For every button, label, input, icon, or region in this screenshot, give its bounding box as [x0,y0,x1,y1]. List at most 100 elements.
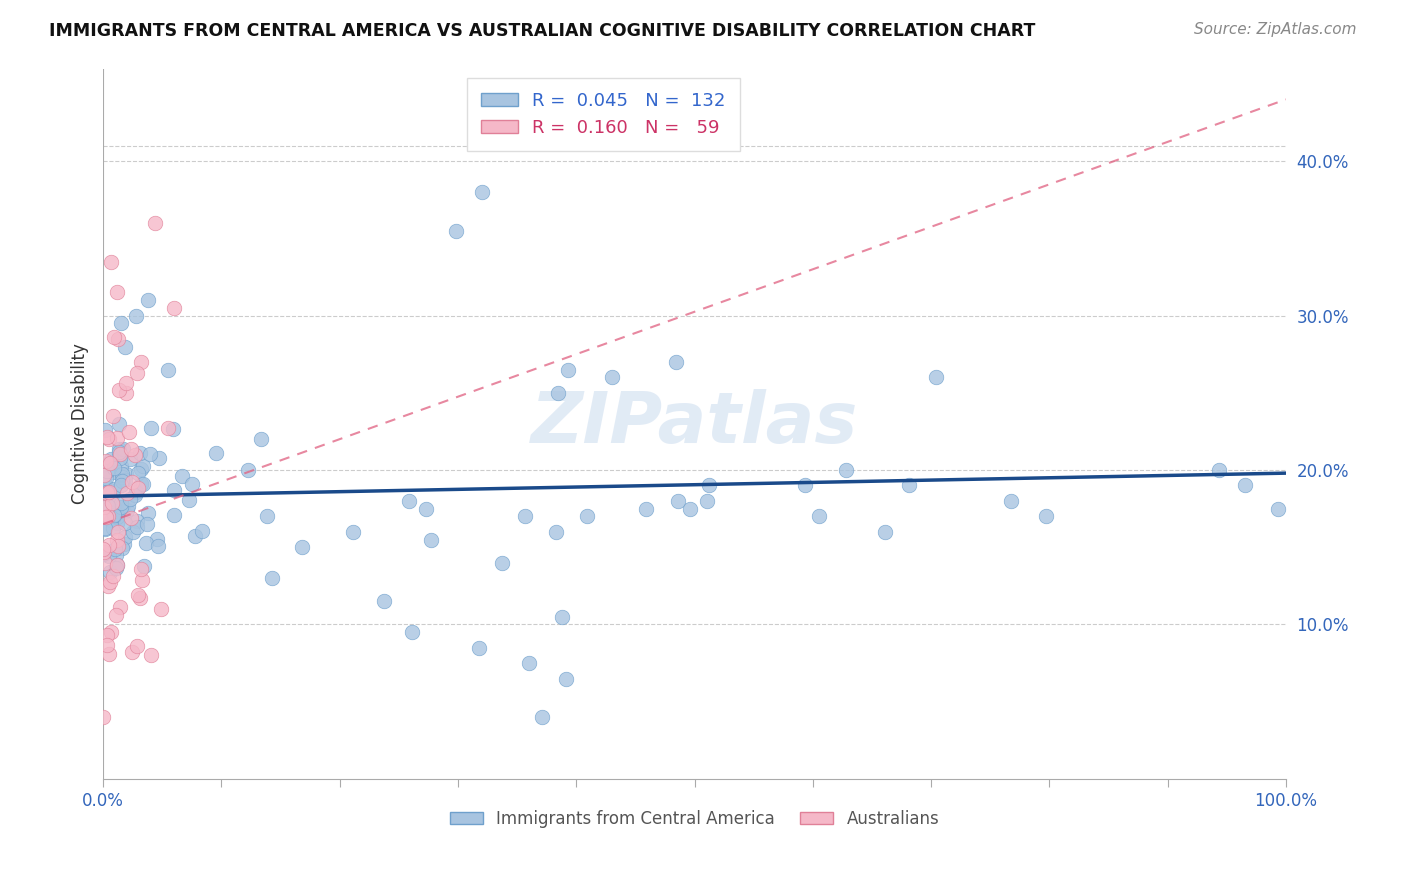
Point [107,332,129,346]
Point [115,467,138,481]
Point [205,446,228,460]
Text: Source: ZipAtlas.com: Source: ZipAtlas.com [1194,22,1357,37]
Point [125,485,148,500]
Point [807,509,830,524]
Point [94,453,117,467]
Point [678,501,700,516]
Point [115,376,138,391]
Point [135,536,157,550]
Point [134,559,156,574]
Point [97,509,120,524]
Point [98,549,121,564]
Point [118,492,141,507]
Point [125,366,148,380]
Point [100,513,122,527]
Point [98,456,121,470]
Point [101,569,124,583]
Point [150,602,173,616]
Point [105,509,128,524]
Point [100,254,122,268]
Point [342,524,364,539]
Point [105,608,128,623]
Point [105,516,128,531]
Point [103,508,125,523]
Point [120,511,142,525]
Point [105,504,128,518]
Point [557,362,579,376]
Point [544,524,567,539]
Point [120,442,142,457]
Point [97,499,120,513]
Point [108,451,131,466]
Point [471,185,494,199]
Point [468,640,491,655]
Point [291,541,314,555]
Point [101,496,124,510]
Point [117,500,139,514]
Point [124,488,146,502]
Point [108,447,131,461]
Point [139,648,162,663]
Point [100,625,122,640]
Point [127,481,149,495]
Point [108,500,131,514]
Point [97,538,120,552]
Point [105,285,128,300]
Y-axis label: Cognitive Disability: Cognitive Disability [72,343,89,504]
Point [146,540,169,554]
Point [110,478,132,492]
Point [162,422,184,436]
Point [104,541,127,556]
Point [108,447,131,461]
Point [157,421,180,435]
Point [256,509,278,524]
Point [103,508,125,522]
Point [93,475,115,490]
Point [177,492,200,507]
Point [125,640,148,654]
Point [114,531,136,545]
Point [94,556,117,570]
Point [136,293,159,308]
Point [697,478,720,492]
Point [191,524,214,538]
Point [111,469,134,483]
Point [96,486,118,500]
Point [163,301,186,315]
Point [97,432,120,446]
Point [105,533,128,547]
Point [98,565,121,579]
Point [696,494,718,508]
Point [136,506,159,520]
Point [131,573,153,587]
Point [101,488,124,502]
Point [108,442,131,457]
Point [93,468,115,483]
Point [122,524,145,539]
Point [1234,478,1257,492]
Point [97,647,120,661]
Point [107,539,129,553]
Point [835,463,858,477]
Point [129,355,152,369]
Point [91,710,114,724]
Point [114,339,136,353]
Point [636,501,658,516]
Point [146,532,169,546]
Point [127,520,149,534]
Point [104,560,127,574]
Point [121,475,143,489]
Point [115,503,138,517]
Point [180,476,202,491]
Point [129,477,152,491]
Point [101,465,124,479]
Point [129,562,152,576]
Point [794,478,817,492]
Point [143,216,166,230]
Point [93,521,115,535]
Point [513,509,536,524]
Point [875,524,897,539]
Point [100,452,122,467]
Point [163,508,186,522]
Point [551,609,574,624]
